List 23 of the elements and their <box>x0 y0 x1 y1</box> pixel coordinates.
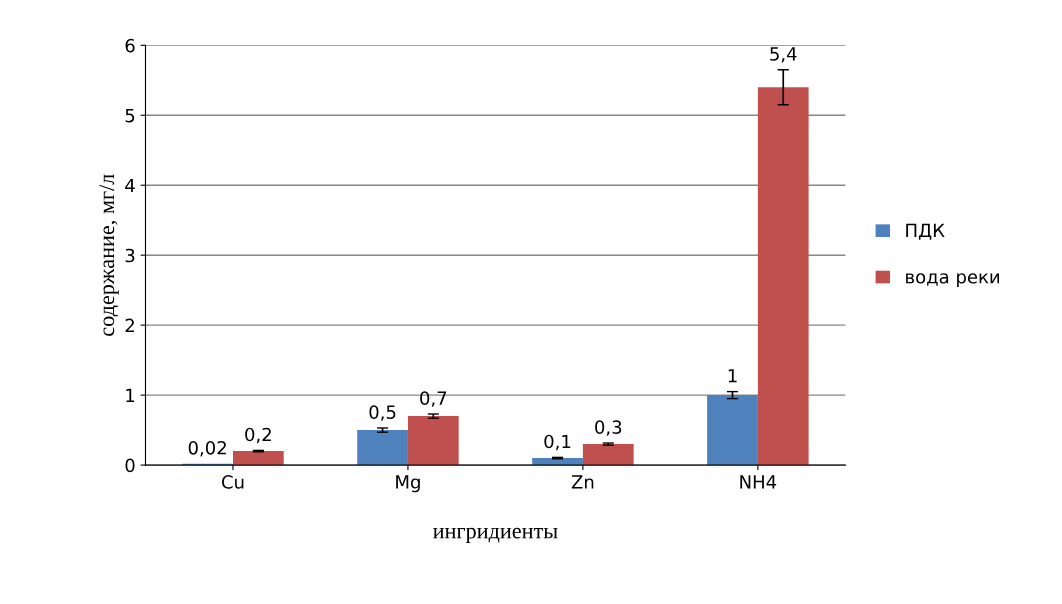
y-tick-label: 5 <box>125 108 135 123</box>
y-tick-label: 1 <box>126 388 135 402</box>
legend-label: ПДК <box>906 223 945 240</box>
data-label: 5,4 <box>770 47 797 63</box>
y-tick-label: 3 <box>125 248 135 263</box>
x-tick-label: Zn <box>571 475 594 489</box>
data-label: 0,3 <box>595 420 622 436</box>
legend-label: вода реки <box>906 273 1000 288</box>
data-label: 1 <box>728 369 737 383</box>
data-label: 0,2 <box>245 427 271 444</box>
data-label: 0,7 <box>420 391 447 407</box>
data-label: 0,02 <box>188 440 226 457</box>
y-tick-label: 4 <box>125 178 135 193</box>
x-axis-title: ингридиенты <box>433 527 558 543</box>
y-axis-title: содержание, мг/л <box>99 174 119 336</box>
y-tick-label: 2 <box>125 318 134 333</box>
x-tick-label: NH4 <box>740 475 777 489</box>
data-label: 0,1 <box>544 434 571 451</box>
y-tick-label: 6 <box>125 38 135 53</box>
x-tick-label: Mg <box>396 475 420 493</box>
x-tick-label: Cu <box>221 475 244 489</box>
y-tick-label: 0 <box>125 458 135 473</box>
data-label: 0,5 <box>369 405 396 421</box>
